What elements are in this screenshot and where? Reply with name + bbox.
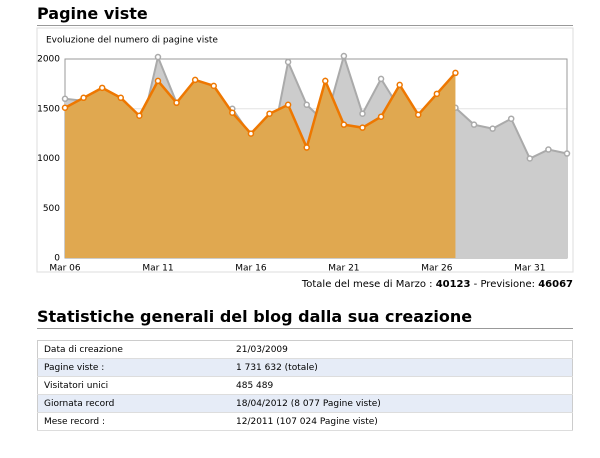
y-tick-label: 0	[54, 254, 60, 264]
section-title: Statistiche generali del blog dalla sua …	[37, 307, 573, 329]
x-tick-label: Mar 11	[142, 264, 173, 274]
point	[545, 146, 552, 153]
point	[526, 155, 534, 162]
line	[64, 72, 457, 152]
point	[136, 112, 143, 119]
total: 40123	[435, 279, 471, 290]
point	[415, 111, 422, 118]
point	[359, 124, 366, 131]
point	[284, 101, 292, 109]
x-tick-label: Mar 26	[421, 264, 453, 274]
point	[507, 115, 515, 122]
x-tick-label: Mar 16	[235, 264, 267, 274]
y-tick-label: 1500	[37, 104, 60, 114]
table-cell: Visitatori unici	[37, 376, 230, 395]
point	[489, 125, 496, 132]
point	[266, 110, 273, 117]
table-row: Pagine viste :1 731 632 (totale)	[37, 358, 573, 377]
table-cell: Pagine viste :	[37, 358, 230, 377]
point	[80, 94, 87, 102]
chart-title: Evoluzione del numero di pagine viste	[46, 36, 218, 46]
point	[303, 144, 310, 151]
point	[154, 53, 162, 61]
table-cell: Mese record :	[37, 412, 230, 431]
table-cell: Giornata record	[37, 394, 230, 413]
y-tick-label: 1000	[37, 154, 60, 164]
table-cell: 21/03/2009	[230, 340, 573, 359]
y-tick-label: 500	[43, 204, 60, 214]
table-cell: 1 731 632 (totale)	[230, 358, 573, 377]
stats-table: Data di creazione 21/03/2009 Pagine viste …	[37, 340, 573, 431]
point	[61, 104, 69, 112]
table-cell: 18/04/2012 (8 077 Pagine viste)	[230, 394, 573, 413]
table-row: Visitatori unici 485 489	[37, 376, 573, 395]
point	[303, 101, 310, 109]
x-tick-label: Mar 31	[514, 264, 545, 274]
point	[359, 110, 366, 117]
table-cell: 12/2011 (107 024 Pagine viste)	[230, 412, 573, 431]
point	[470, 121, 478, 128]
x-tick-label: Mar 21	[328, 264, 359, 274]
summary: Totale del mese di Marzo : 40123 - Previ…	[302, 279, 573, 290]
point	[377, 113, 385, 120]
section-title: Pagine viste	[37, 4, 573, 26]
point	[61, 95, 69, 103]
point	[247, 130, 255, 137]
point	[396, 81, 403, 89]
point	[154, 77, 162, 85]
area	[65, 72, 456, 259]
point	[284, 58, 292, 66]
summary-label: Totale del mese di Marzo :	[301, 279, 436, 290]
point	[173, 99, 180, 107]
point	[117, 94, 125, 102]
point	[433, 90, 441, 98]
point	[563, 150, 571, 157]
point	[452, 69, 459, 77]
point	[377, 75, 385, 83]
point	[98, 84, 106, 92]
forecast: 46067	[538, 279, 573, 290]
table-row: Mese record :12/2011 (107 024 Pagine vis…	[37, 412, 573, 431]
point	[191, 76, 199, 84]
point	[229, 109, 236, 116]
point	[322, 77, 329, 85]
separator: - Previsione:	[470, 279, 539, 290]
point	[340, 121, 348, 128]
point	[210, 82, 217, 90]
table-cell: Data di creazione	[37, 340, 230, 359]
table-cell: 485 489	[230, 376, 573, 395]
chart: Evoluzione del numero di pagine viste 0 5…	[36, 27, 574, 274]
table-row: Giornata record 18/04/2012 (8 077 Pagine …	[37, 394, 573, 413]
x-tick-label: Mar 06	[49, 264, 81, 274]
table-row: Data di creazione 21/03/2009	[37, 340, 573, 359]
y-tick-label: 2000	[37, 55, 60, 65]
point	[340, 52, 348, 60]
